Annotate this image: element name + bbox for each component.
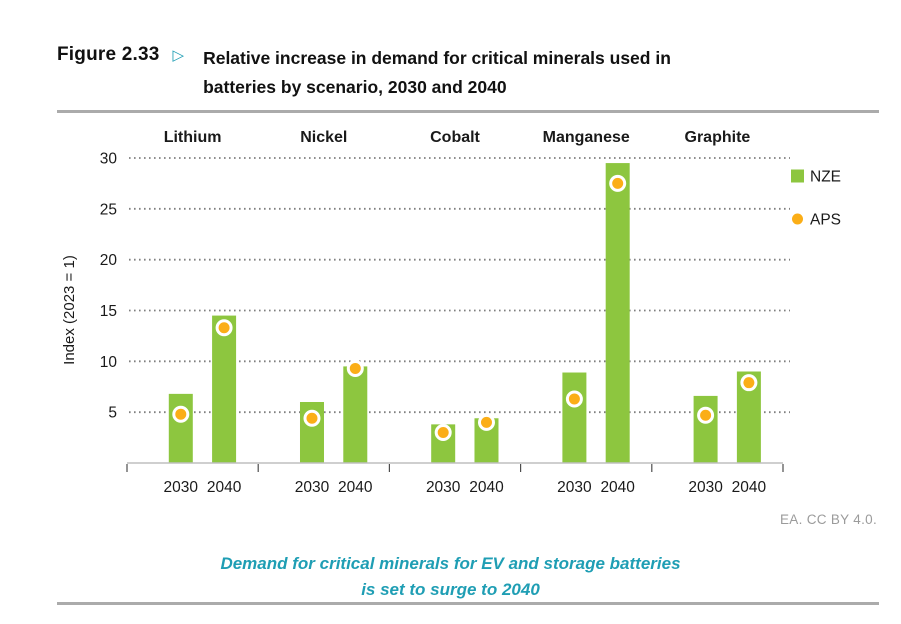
group-label-manganese: Manganese [543, 129, 630, 146]
figure-title: Relative increase in demand for critical… [203, 44, 671, 102]
group-label-graphite: Graphite [685, 129, 751, 146]
top-divider-rule [57, 110, 879, 113]
y-tick-label-10: 10 [100, 354, 118, 371]
dot-aps-cobalt-2040 [477, 413, 495, 431]
bar-nze-lithium-2040 [212, 315, 237, 463]
x-tick-label-graphite-2040: 2040 [732, 479, 767, 496]
legend-swatch-aps [792, 213, 803, 225]
caption-line-2: is set to surge to 2040 [361, 580, 540, 599]
dot-aps-graphite-2030 [697, 406, 715, 424]
group-label-lithium: Lithium [164, 129, 222, 146]
bar-nze-nickel-2040 [343, 366, 368, 463]
group-label-cobalt: Cobalt [430, 129, 480, 146]
x-tick-label-lithium-2040: 2040 [207, 479, 242, 496]
x-tick-label-nickel-2030: 2030 [295, 479, 330, 496]
caption-line-1: Demand for critical minerals for EV and … [220, 554, 681, 573]
x-tick-label-lithium-2030: 2030 [164, 479, 199, 496]
figure-marker-triangle-icon: ▷ [172, 46, 185, 64]
figure-number-label: Figure 2.33 [57, 44, 160, 65]
y-tick-label-20: 20 [100, 252, 118, 269]
dot-aps-cobalt-2030 [434, 424, 452, 441]
bar-nze-manganese-2030 [562, 372, 587, 463]
bottom-divider-rule [57, 602, 879, 605]
dot-aps-nickel-2030 [303, 409, 321, 427]
dot-aps-nickel-2040 [346, 359, 364, 377]
x-tick-label-manganese-2040: 2040 [600, 479, 635, 496]
dot-aps-manganese-2040 [609, 174, 627, 192]
figure-header: Figure 2.33 ▷ Relative increase in deman… [57, 44, 671, 102]
x-tick-label-cobalt-2040: 2040 [469, 479, 504, 496]
dot-aps-lithium-2030 [172, 405, 190, 423]
chart-caption: Demand for critical minerals for EV and … [0, 551, 901, 603]
y-tick-label-15: 15 [100, 303, 117, 320]
dot-aps-lithium-2040 [215, 319, 233, 337]
x-tick-label-manganese-2030: 2030 [557, 479, 592, 496]
group-label-nickel: Nickel [300, 129, 347, 146]
bar-chart: 5 10 15 20 25 30 Index (2023 = 1) Lithium 2030 20… [0, 118, 901, 518]
source-attribution: EA. CC BY 4.0. [780, 512, 877, 527]
legend-label-aps: APS [810, 212, 841, 229]
legend-swatch-nze [791, 169, 804, 183]
bar-chart-svg: 5 10 15 20 25 30 Index (2023 = 1) Lithium 2030 20… [61, 129, 841, 496]
dot-aps-graphite-2040 [740, 374, 758, 392]
y-axis-title: Index (2023 = 1) [61, 255, 78, 365]
y-tick-label-25: 25 [100, 201, 117, 218]
legend-label-nze: NZE [810, 169, 841, 186]
x-tick-label-cobalt-2030: 2030 [426, 479, 461, 496]
y-tick-label-5: 5 [108, 405, 117, 422]
x-tick-label-graphite-2030: 2030 [688, 479, 723, 496]
figure-title-line-1: Relative increase in demand for critical… [203, 48, 671, 68]
dot-aps-manganese-2030 [565, 390, 583, 408]
y-tick-label-30: 30 [100, 151, 118, 168]
bar-nze-graphite-2030 [693, 395, 718, 463]
figure-title-line-2: batteries by scenario, 2030 and 2040 [203, 77, 507, 97]
bar-nze-lithium-2030 [168, 393, 193, 463]
bar-nze-manganese-2040 [605, 163, 630, 464]
x-tick-label-nickel-2040: 2040 [338, 479, 373, 496]
